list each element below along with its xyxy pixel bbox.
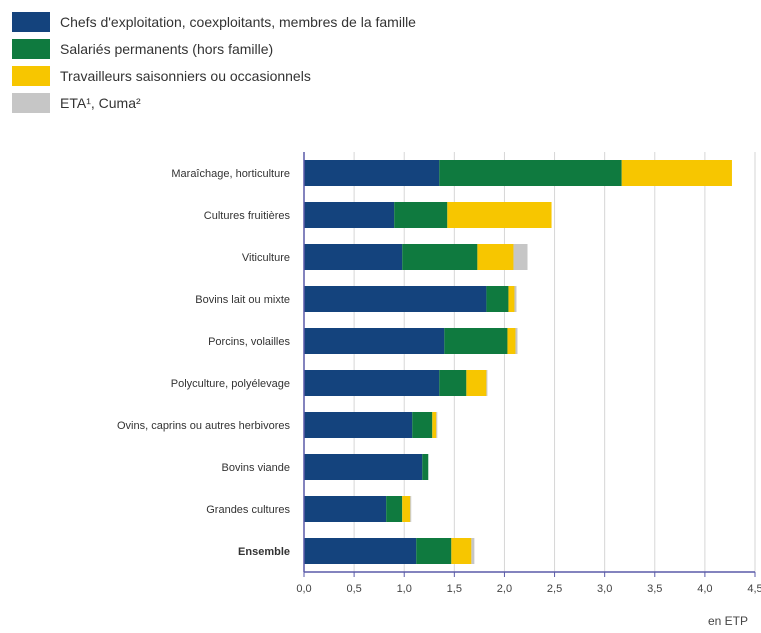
bar-segment [439,160,622,186]
bar-segment [304,244,403,270]
bar-segment [513,244,528,270]
x-tick-label: 0,0 [296,583,311,595]
bar-segment [304,412,413,438]
category-label: Bovins viande [222,462,291,474]
x-tick-label: 3,5 [647,583,662,595]
bar-segment [394,202,448,228]
legend-label-saisonniers: Travailleurs saisonniers ou occasionnels [60,67,311,84]
legend-swatch-salaries [12,38,50,59]
bar-segment [304,370,440,396]
bar-segment [402,496,411,522]
legend-item-saisonniers: Travailleurs saisonniers ou occasionnels [12,62,416,89]
legend-label-eta: ETA¹, Cuma² [60,94,141,111]
bar-segment [451,538,472,564]
bar-segment [304,496,387,522]
bar-segment [514,286,517,312]
legend: Chefs d'exploitation, coexploitants, mem… [12,8,416,116]
bar-segment [386,496,403,522]
bar-segment [436,412,438,438]
bar-segment [508,286,515,312]
bar-segment [486,286,509,312]
bar-segment [304,202,395,228]
bar-segment [471,538,475,564]
bar-segment [304,538,417,564]
bar-segment [304,160,440,186]
bar-segment [444,328,508,354]
bar-segment [402,244,478,270]
x-tick-label: 2,0 [497,583,512,595]
legend-swatch-chefs [12,11,50,32]
bar-segment [432,412,437,438]
category-label: Polyculture, polyélevage [171,378,290,390]
legend-label-chefs: Chefs d'exploitation, coexploitants, mem… [60,13,416,30]
bar-segment [466,370,487,396]
bar-segment [439,370,467,396]
bar-segment [304,328,445,354]
bar-segment [447,202,552,228]
category-label: Maraîchage, horticulture [171,168,290,180]
x-tick-label: 1,5 [447,583,462,595]
legend-swatch-saisonniers [12,65,50,86]
bar-segment [477,244,514,270]
category-label: Cultures fruitières [204,210,291,222]
bar-segment [486,370,488,396]
x-tick-label: 4,5 [747,583,761,595]
legend-item-chefs: Chefs d'exploitation, coexploitants, mem… [12,8,416,35]
bar-segment [304,454,423,480]
bar-segment [515,328,518,354]
x-tick-label: 0,5 [346,583,361,595]
legend-label-salaries: Salariés permanents (hors famille) [60,40,274,57]
category-label: Bovins lait ou mixte [195,294,290,306]
x-axis-unit-label: en ETP [708,614,748,628]
category-label: Grandes cultures [206,504,290,516]
legend-item-eta: ETA¹, Cuma² [12,89,416,116]
legend-item-salaries: Salariés permanents (hors famille) [12,35,416,62]
bar-segment [304,286,487,312]
x-tick-label: 3,0 [597,583,612,595]
bar-segment [416,538,452,564]
legend-swatch-eta [12,92,50,113]
bar-segment [412,412,433,438]
bar-segment [422,454,429,480]
bar-segment [507,328,516,354]
category-label: Ensemble [238,546,290,558]
x-tick-label: 2,5 [547,583,562,595]
bar-segment [410,496,412,522]
category-label: Viticulture [242,252,290,264]
bar-segment [621,160,732,186]
x-tick-label: 4,0 [697,583,712,595]
x-tick-label: 1,0 [397,583,412,595]
category-label: Porcins, volailles [208,336,290,348]
category-label: Ovins, caprins ou autres herbivores [117,420,291,432]
